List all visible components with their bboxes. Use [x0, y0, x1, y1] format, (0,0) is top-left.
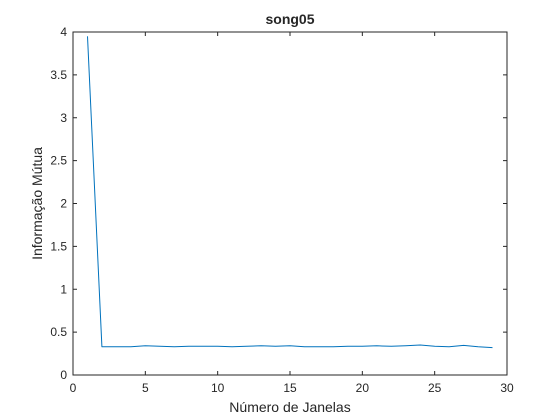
chart-title: song05: [265, 11, 314, 27]
x-tick-label: 20: [356, 381, 370, 395]
x-tick-label: 25: [428, 381, 442, 395]
y-tick-label: 1.5: [50, 239, 67, 253]
x-axis-label: Número de Janelas: [229, 399, 350, 415]
y-tick-label: 1: [60, 282, 67, 296]
plot-area: [72, 31, 508, 376]
series-line: [87, 36, 493, 349]
y-tick-label: 2.5: [50, 154, 67, 168]
axis-ticks: 0 5 10 15 20 25 30 0 0.5 1 1.5 2 2.5 3 3.5 4: [50, 25, 514, 395]
y-tick-label: 3: [60, 111, 67, 125]
y-axis-label: Informação Mútua: [29, 147, 45, 260]
x-tick-label: 15: [283, 381, 297, 395]
x-tick-label: 30: [500, 381, 514, 395]
x-tick-label: 0: [70, 381, 77, 395]
y-tick-label: 2: [60, 197, 67, 211]
y-tick-label: 0.5: [50, 325, 67, 339]
x-tick-label: 5: [142, 381, 149, 395]
y-tick-label: 4: [60, 25, 67, 39]
series-layer: [87, 36, 493, 349]
y-tick-label: 0: [60, 368, 67, 382]
x-tick-label: 10: [211, 381, 225, 395]
y-tick-label: 3.5: [50, 68, 67, 82]
